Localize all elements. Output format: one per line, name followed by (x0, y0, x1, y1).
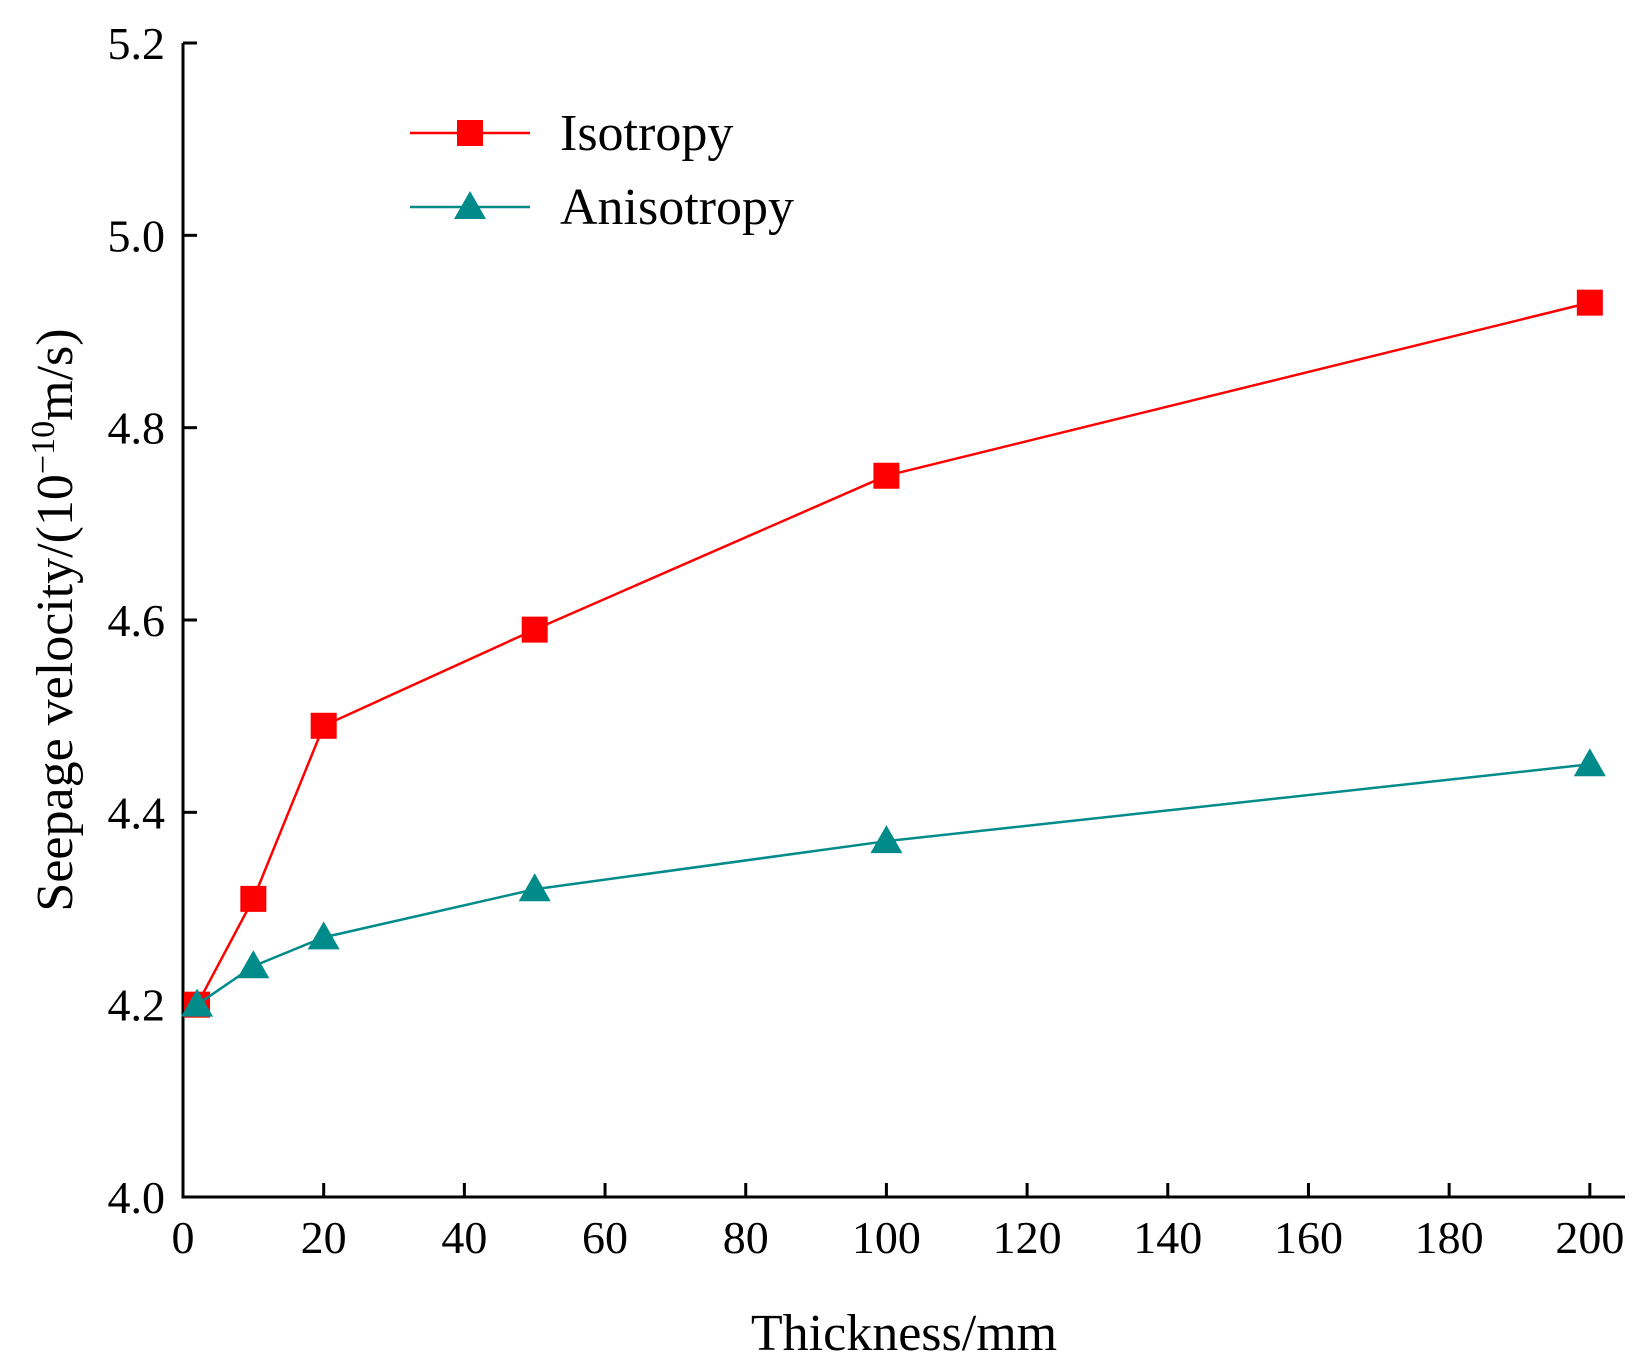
x-tick-label: 120 (993, 1212, 1062, 1263)
legend-item: Anisotropy (410, 179, 794, 236)
data-point (1573, 748, 1606, 777)
legend-label: Anisotropy (560, 179, 794, 236)
data-point (870, 825, 903, 854)
data-point (873, 462, 900, 489)
y-axis-title-exponent: −10 (25, 421, 62, 474)
legend-marker (457, 120, 483, 146)
series-isotropy (184, 289, 1603, 1018)
y-tick-label: 4.0 (108, 1172, 166, 1223)
y-tick-label: 4.4 (108, 787, 166, 838)
data-point (307, 921, 340, 950)
x-tick-label: 160 (1274, 1212, 1343, 1263)
legend-marker (454, 191, 486, 219)
x-tick-label: 20 (301, 1212, 347, 1263)
axes: 0 20 40 60 80 100 120 140 160 180 200 4.0 4.2 4.4 4.6 4… (108, 18, 1625, 1263)
x-tick-label: 180 (1415, 1212, 1484, 1263)
data-point (1576, 289, 1603, 316)
y-tick-label: 5.2 (108, 18, 166, 69)
data-point (521, 616, 548, 643)
x-tick-label: 40 (441, 1212, 487, 1263)
series-layer (181, 289, 1606, 1018)
x-tick-label: 80 (723, 1212, 769, 1263)
y-axis-title-suffix: m/s) (27, 328, 84, 420)
data-point (237, 950, 270, 979)
x-tick-label: 0 (172, 1212, 195, 1263)
x-tick-label: 100 (852, 1212, 921, 1263)
x-axis-title: Thickness/mm (751, 1305, 1057, 1362)
y-tick-label: 5.0 (108, 210, 166, 261)
y-tick-label: 4.8 (108, 403, 166, 454)
x-tick-label: 60 (582, 1212, 628, 1263)
series-anisotropy (181, 748, 1606, 1017)
data-point (240, 885, 267, 912)
axis-frame (181, 43, 1625, 1199)
y-tick-label: 4.2 (108, 980, 166, 1031)
series-line (196, 763, 1590, 1006)
y-tick-label: 4.6 (108, 595, 166, 646)
data-point (181, 988, 214, 1017)
x-tick-label: 140 (1133, 1212, 1202, 1263)
legend-item: Isotropy (410, 105, 733, 162)
series-line (195, 301, 1591, 1006)
data-point (518, 873, 551, 902)
y-axis-title: Seepage velocity/(10−10m/s) (25, 328, 85, 911)
legend: Isotropy Anisotropy (410, 105, 794, 236)
y-axis-title-prefix: Seepage velocity/(10 (27, 474, 84, 912)
x-tick-label: 200 (1555, 1212, 1624, 1263)
data-point (310, 712, 337, 739)
legend-label: Isotropy (560, 105, 733, 162)
